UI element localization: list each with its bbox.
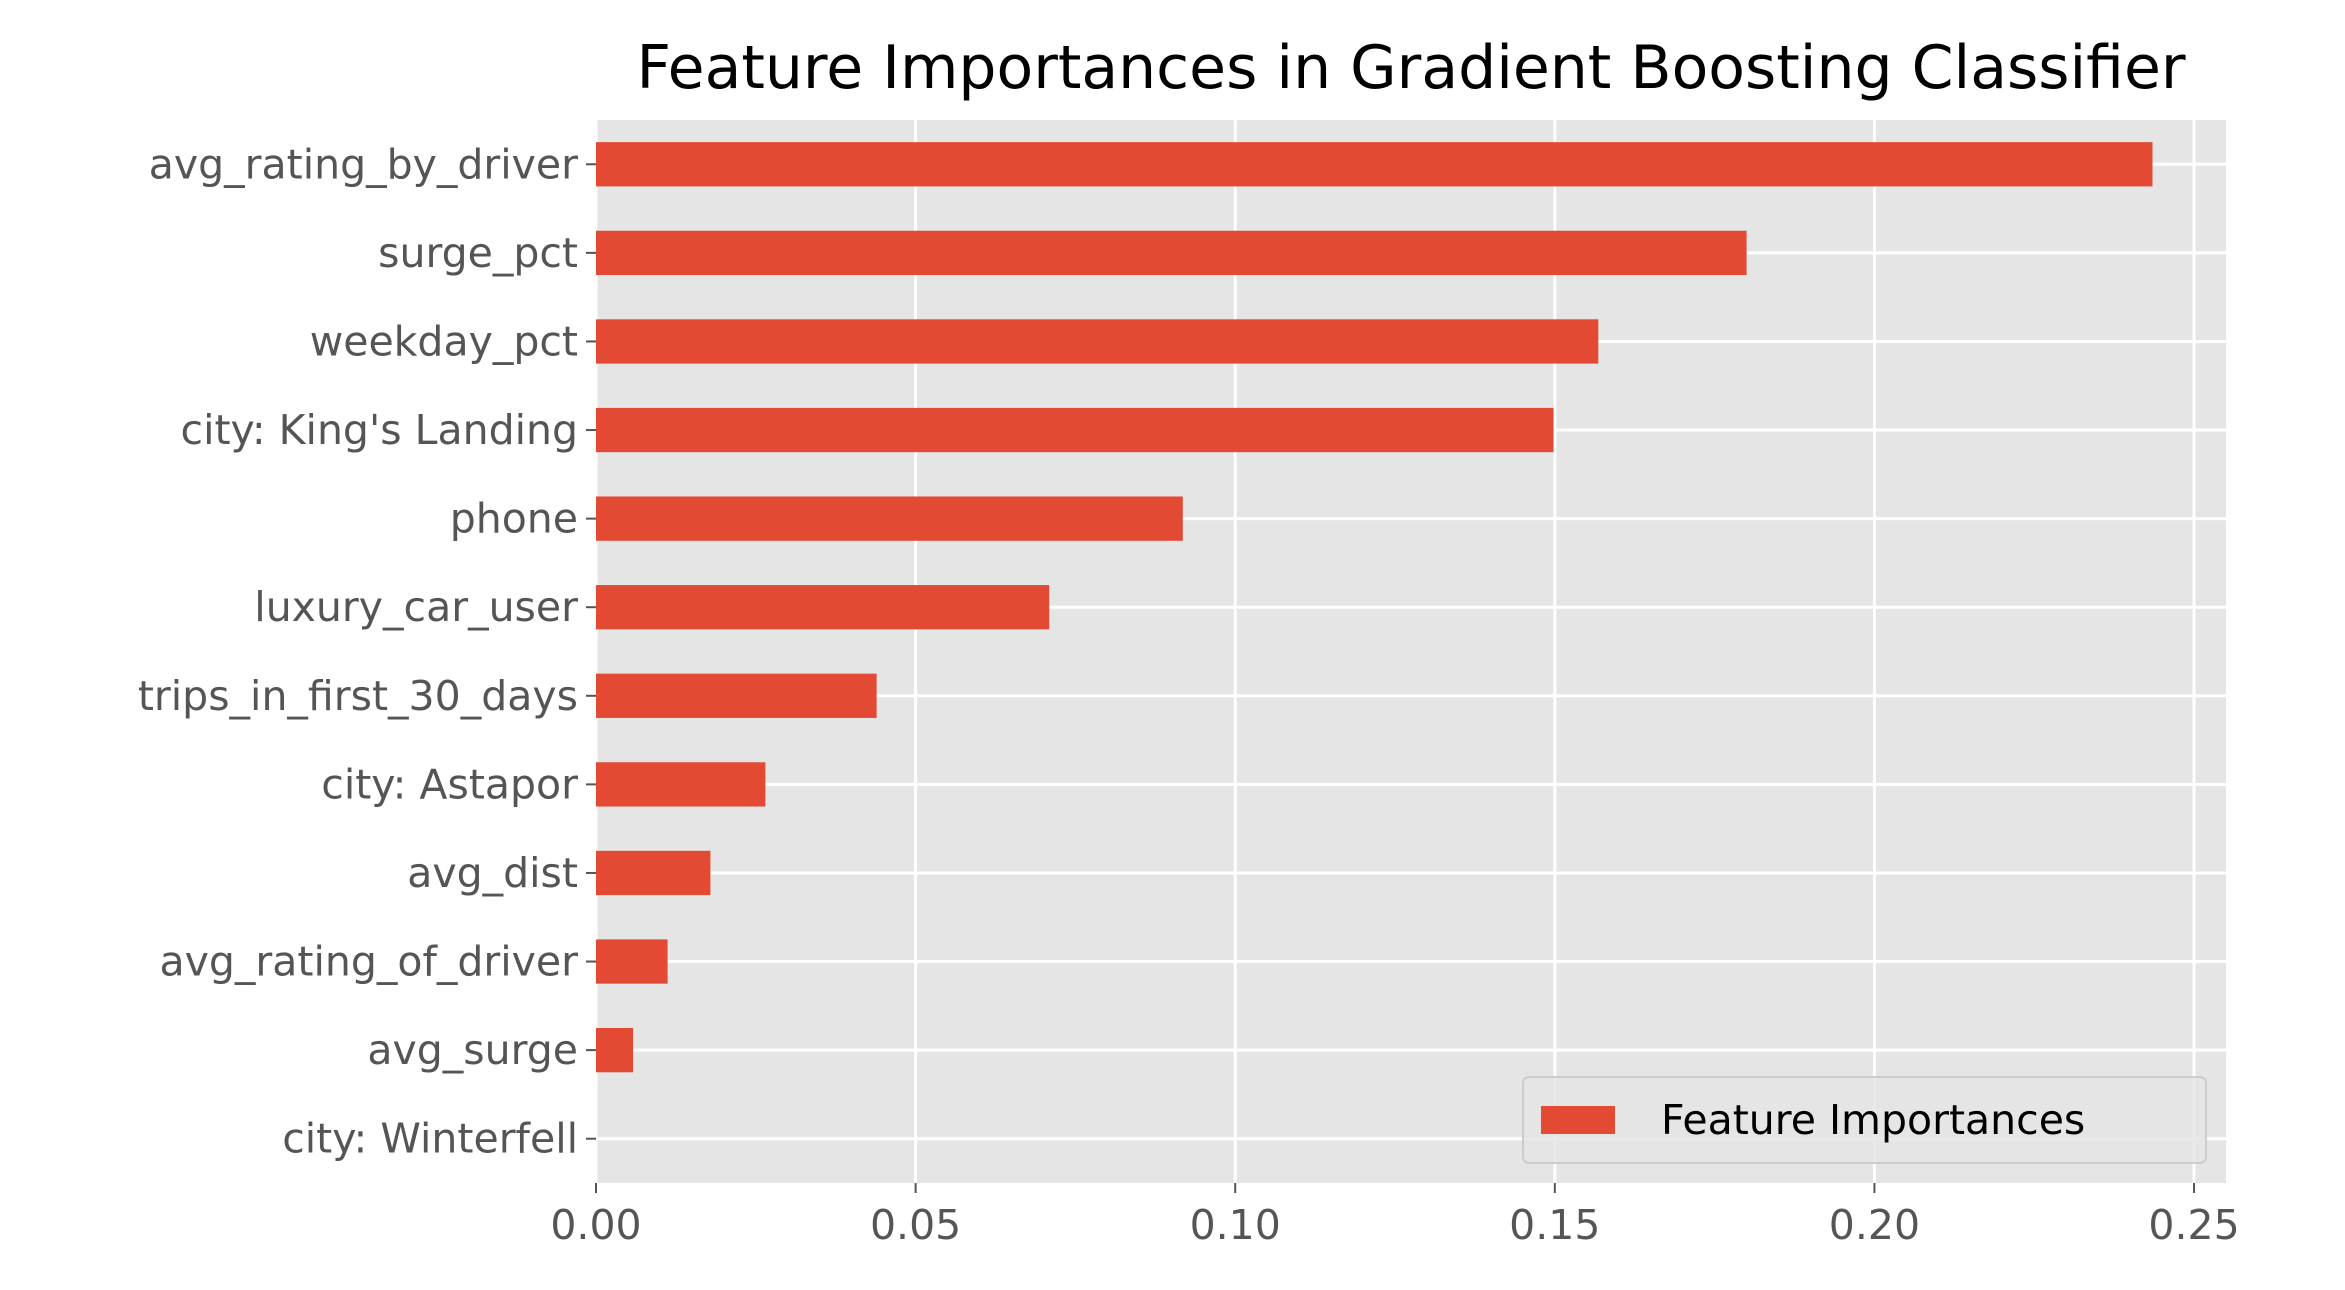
- chart-title: Feature Importances in Gradient Boosting…: [636, 33, 2185, 103]
- bar: [596, 142, 2153, 187]
- legend: Feature Importances: [1522, 1076, 2207, 1164]
- y-tick-label: surge_pct: [378, 229, 578, 277]
- bar: [596, 850, 711, 896]
- y-tick-label: avg_dist: [407, 849, 578, 897]
- x-tick-label: 0.10: [1190, 1201, 1281, 1249]
- y-tick-label: city: King's Landing: [181, 406, 578, 454]
- y-tick-label: avg_rating_by_driver: [149, 140, 578, 188]
- legend-box: [1522, 1076, 2207, 1164]
- plot-area: avg_rating_by_driver surge_pct weekday_pct…: [138, 120, 2240, 1249]
- y-tick-label: weekday_pct: [310, 317, 578, 365]
- bar: [596, 407, 1554, 453]
- bar: [596, 496, 1183, 541]
- x-tick-label: 0.15: [1509, 1201, 1600, 1249]
- bar: [596, 319, 1599, 364]
- y-tick-label: avg_rating_of_driver: [159, 938, 578, 986]
- x-tick-label: 0.20: [1829, 1201, 1920, 1249]
- y-tick-label: phone: [450, 495, 578, 543]
- bar: [596, 230, 1747, 276]
- y-tick-label: city: Winterfell: [282, 1115, 578, 1163]
- bar: [596, 585, 1050, 630]
- x-tick-label: 0.05: [870, 1201, 961, 1249]
- y-tick-label: trips_in_first_30_days: [138, 672, 578, 720]
- bar: [596, 939, 668, 984]
- plot-background: [596, 120, 2226, 1183]
- y-tick-label: city: Astapor: [321, 760, 578, 808]
- y-tick-label: luxury_car_user: [254, 583, 578, 631]
- bar: [596, 762, 766, 807]
- x-tick-label: 0.25: [2148, 1201, 2239, 1249]
- x-tick-label: 0.00: [550, 1201, 641, 1249]
- bar: [596, 1027, 634, 1073]
- legend-label: Feature Importances: [1661, 1096, 2085, 1144]
- legend-swatch: [1541, 1106, 1615, 1134]
- bar: [596, 673, 877, 718]
- y-tick-label: avg_surge: [367, 1026, 578, 1074]
